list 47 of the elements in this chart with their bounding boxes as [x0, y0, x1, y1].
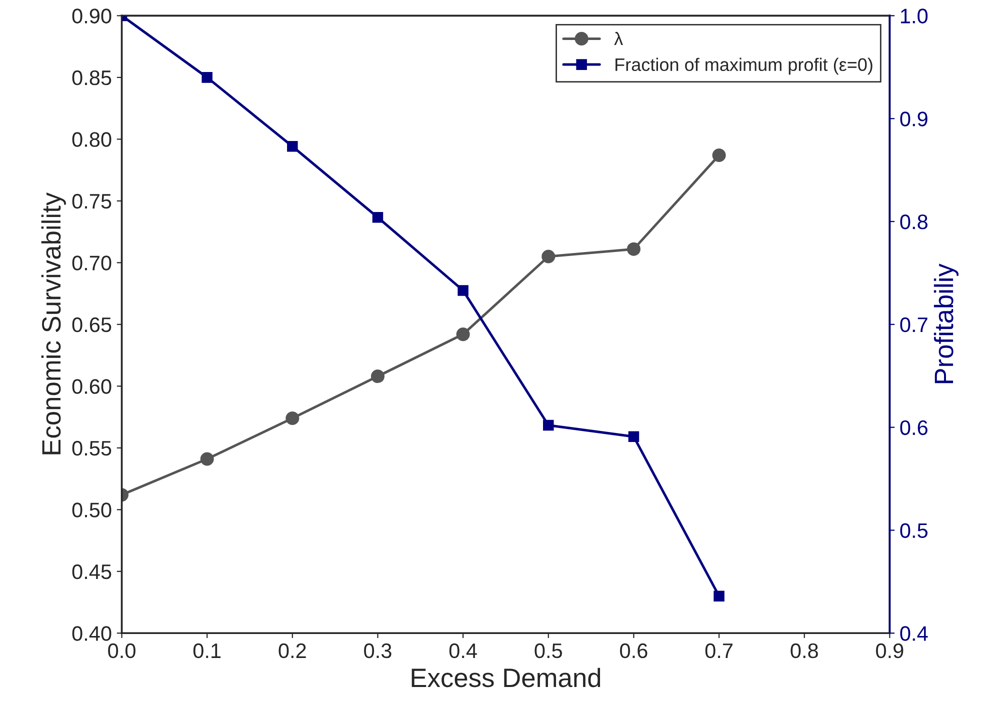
legend-label: λ	[614, 32, 623, 46]
y-tick-label: 0.80	[72, 132, 112, 147]
y-tick-label: 0.60	[72, 379, 112, 394]
x-tick-label: 0.6	[620, 643, 648, 658]
y-tick-label: 0.90	[72, 8, 112, 24]
x-tick-label: 0.0	[108, 643, 136, 658]
y2-tick-label: 0.4	[900, 626, 928, 641]
y2-tick-label: 0.6	[900, 420, 928, 436]
y2-axis-title: Profitabiliy	[934, 264, 959, 384]
point	[370, 370, 385, 384]
y-tick-label: 0.40	[72, 626, 112, 641]
y-tick-label: 0.50	[72, 502, 112, 518]
x-tick-label: 0.5	[534, 643, 562, 658]
point	[200, 452, 214, 466]
point	[712, 148, 726, 162]
point	[458, 285, 468, 296]
legend-label: Fraction of maximum profit (ε=0)	[616, 58, 872, 75]
point	[456, 328, 470, 342]
x-tick-label: 0.8	[790, 643, 818, 658]
point	[628, 431, 640, 442]
x-axis-title: Excess Demand	[412, 668, 600, 688]
y-tick-label: 0.55	[72, 440, 112, 456]
y-tick-label: 0.70	[72, 256, 112, 270]
y2-tick-label: 1.0	[901, 8, 928, 24]
y2-tick-label: 0.8	[900, 214, 928, 230]
y2-tick-label: 0.5	[900, 523, 928, 538]
x-tick-label: 0.7	[705, 643, 732, 658]
x-tick-label: 0.1	[193, 643, 221, 658]
y-tick-label: 0.85	[72, 70, 112, 86]
x-tick-label: 0.4	[449, 643, 477, 658]
x-tick-label: 0.9	[876, 643, 904, 658]
point	[543, 420, 554, 431]
point	[714, 590, 724, 602]
point	[372, 212, 384, 223]
y2-tick-label: 0.7	[900, 317, 928, 332]
point	[202, 72, 212, 83]
x-tick-label: 0.2	[278, 643, 306, 658]
point	[542, 250, 556, 264]
y-tick-label: 0.75	[72, 194, 112, 209]
y-axis-title: Economic Survivability	[41, 192, 66, 454]
y2-tick-label: 0.9	[900, 112, 928, 126]
y-tick-label: 0.45	[72, 564, 112, 580]
y-tick-label: 0.65	[72, 317, 112, 332]
point	[626, 242, 640, 256]
point	[287, 141, 298, 152]
x-tick-label: 0.3	[364, 643, 392, 658]
point	[286, 412, 300, 426]
